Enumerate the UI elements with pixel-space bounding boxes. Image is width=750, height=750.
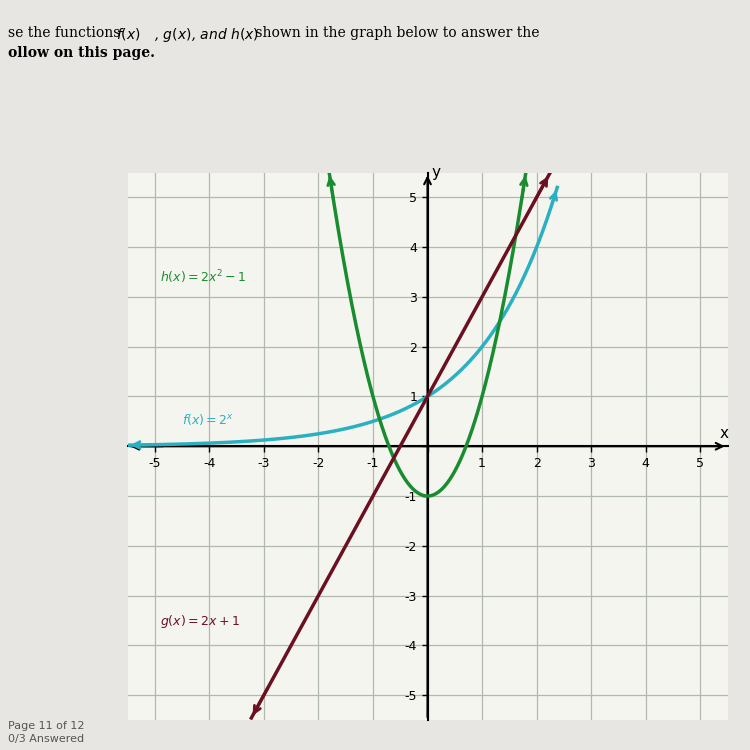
Text: $f(x)$: $f(x)$ — [116, 26, 141, 42]
Text: $h(x) = 2x^2 - 1$: $h(x) = 2x^2 - 1$ — [160, 268, 247, 286]
Text: , and $h(x)$: , and $h(x)$ — [191, 26, 260, 44]
Text: shown in the graph below to answer the: shown in the graph below to answer the — [251, 26, 540, 40]
Text: se the functions: se the functions — [8, 26, 124, 40]
Text: $f(x) = 2^x$: $f(x) = 2^x$ — [182, 412, 234, 427]
Text: Page 11 of 12: Page 11 of 12 — [8, 722, 84, 731]
Text: , $g(x)$: , $g(x)$ — [154, 26, 191, 44]
Text: y: y — [431, 165, 440, 180]
Text: x: x — [719, 426, 728, 441]
Text: $g(x) = 2x + 1$: $g(x) = 2x + 1$ — [160, 614, 240, 631]
Text: 0/3 Answered: 0/3 Answered — [8, 734, 84, 744]
Text: ollow on this page.: ollow on this page. — [8, 46, 154, 61]
